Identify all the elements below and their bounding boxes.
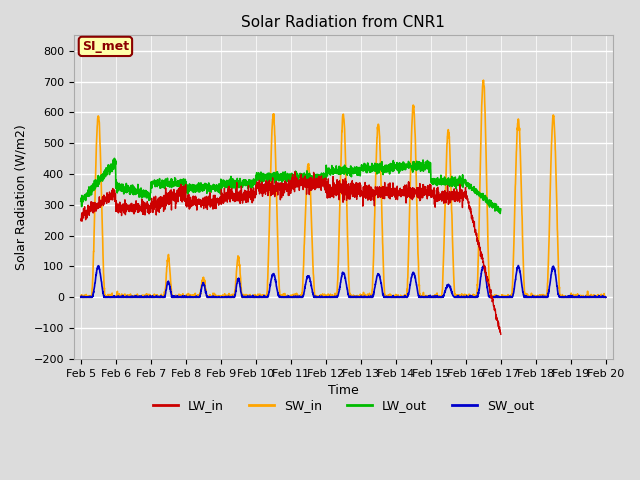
Y-axis label: Solar Radiation (W/m2): Solar Radiation (W/m2) [15, 124, 28, 270]
Legend: LW_in, SW_in, LW_out, SW_out: LW_in, SW_in, LW_out, SW_out [148, 395, 539, 418]
Text: SI_met: SI_met [82, 40, 129, 53]
X-axis label: Time: Time [328, 384, 358, 397]
Title: Solar Radiation from CNR1: Solar Radiation from CNR1 [241, 15, 445, 30]
